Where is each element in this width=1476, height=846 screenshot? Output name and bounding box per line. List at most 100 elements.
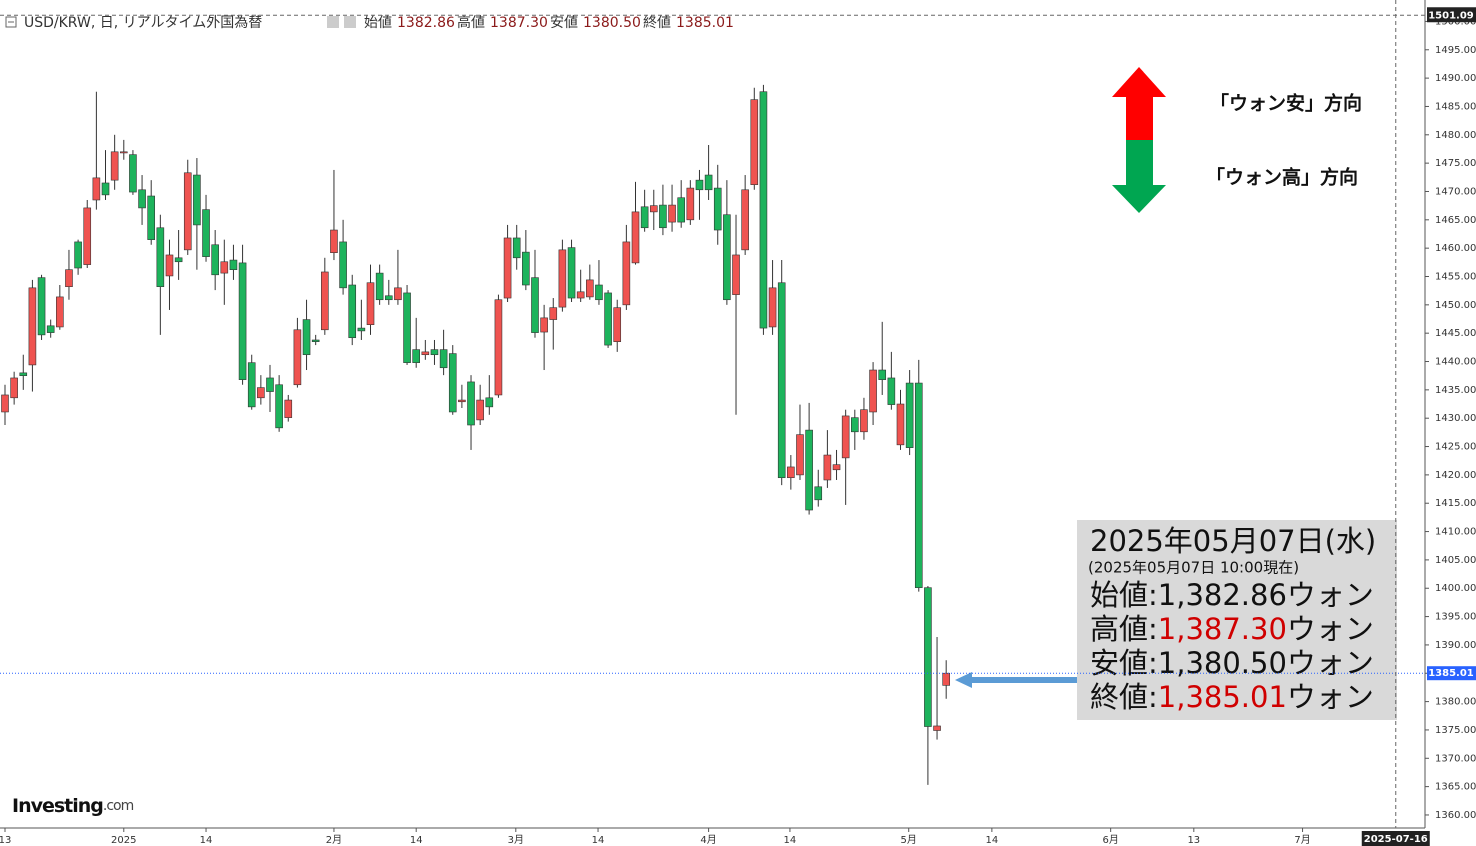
info-unit: ウォン xyxy=(1287,612,1374,646)
ohlc-value: 1382.86 xyxy=(397,15,455,31)
crosshair-y-bg xyxy=(1427,7,1476,23)
candle-body xyxy=(37,277,46,336)
info-unit: ウォン xyxy=(1287,646,1374,680)
ohlc-header: 始値 1382.86 高値 1387.30 安値 1380.50 終値 1385.01 xyxy=(364,14,734,31)
ohlc-label: 高値 xyxy=(457,14,485,31)
candle-body xyxy=(933,725,941,731)
candle-body xyxy=(613,307,622,342)
plot-area xyxy=(1,84,950,785)
candle-body xyxy=(257,387,265,399)
candle-body xyxy=(247,362,256,408)
y-tick-label: 1425.00 xyxy=(1435,442,1476,453)
candle-body xyxy=(604,292,612,346)
down-arrow-label: 「ウォン高」方向 xyxy=(1206,166,1358,189)
candle-body xyxy=(193,174,201,226)
price-label-bg xyxy=(1427,666,1476,681)
candle-body xyxy=(220,261,229,274)
candle-body xyxy=(476,399,484,421)
logo: Investing.com xyxy=(12,795,134,817)
candle-body xyxy=(238,262,247,380)
y-tick-label: 1475.00 xyxy=(1435,158,1476,169)
candle-body xyxy=(229,259,238,270)
x-tick-label: 14 xyxy=(784,835,797,846)
candle-body xyxy=(549,307,558,320)
y-tick-label: 1410.00 xyxy=(1435,527,1476,538)
symbol-title: USD/KRW, 日, リアルタイム外国為替 xyxy=(24,15,262,31)
candle-body xyxy=(695,179,704,191)
candle-body xyxy=(796,434,804,476)
candle-body xyxy=(649,205,658,213)
y-tick-label: 1445.00 xyxy=(1435,328,1476,339)
candle-body xyxy=(19,372,28,376)
info-value: 1,387.30 xyxy=(1158,612,1287,646)
candle-body xyxy=(503,237,512,299)
candle-body xyxy=(430,349,439,356)
candle-body xyxy=(275,384,283,429)
candle-body xyxy=(183,172,192,251)
info-line: 終値:1,385.01ウォン xyxy=(1090,680,1374,714)
x-tick-label: 7月 xyxy=(1294,834,1310,846)
candle-body xyxy=(576,291,585,299)
candle-body xyxy=(110,151,119,181)
candle-body xyxy=(522,251,530,286)
candle-body xyxy=(439,349,448,369)
candle-body xyxy=(421,351,430,356)
candle-body xyxy=(805,429,813,511)
candle-body xyxy=(266,377,274,392)
settings-icon[interactable] xyxy=(327,16,339,28)
candle-body xyxy=(202,209,210,257)
candle-body xyxy=(28,287,37,366)
down-arrow xyxy=(1112,140,1166,213)
y-tick-label: 1470.00 xyxy=(1435,186,1476,197)
candle-body xyxy=(284,399,293,418)
candle-body xyxy=(887,377,896,405)
candle-body xyxy=(686,187,695,221)
y-tick-label: 1395.00 xyxy=(1435,612,1476,623)
candle-body xyxy=(403,292,411,363)
candle-body xyxy=(101,182,110,196)
candle-body xyxy=(759,91,768,329)
candle-body xyxy=(92,177,101,201)
candle-body xyxy=(56,296,64,328)
info-value: 1,385.01 xyxy=(1158,680,1287,714)
close-icon[interactable] xyxy=(344,16,356,28)
candle-body xyxy=(668,204,676,223)
x-tick-label: 2025 xyxy=(111,835,136,846)
ohlc-label: 終値 xyxy=(643,15,671,31)
y-tick-label: 1370.00 xyxy=(1435,753,1476,764)
info-label: 高値: xyxy=(1090,612,1158,646)
info-label: 終値: xyxy=(1090,680,1158,714)
candle-body xyxy=(677,197,685,223)
y-tick-label: 1405.00 xyxy=(1435,555,1476,566)
info-line: 安値:1,380.50ウォン xyxy=(1090,646,1374,680)
y-tick-label: 1490.00 xyxy=(1435,73,1476,84)
crosshair-x-label: 2025-07-16 xyxy=(1364,834,1428,845)
pointer-arrow xyxy=(955,672,1077,688)
candle-body xyxy=(531,277,539,333)
x-tick-label: 14 xyxy=(986,835,999,846)
info-line: 高値:1,387.30ウォン xyxy=(1090,612,1374,646)
x-tick-label: 14 xyxy=(410,835,423,846)
candle-body xyxy=(412,349,420,363)
candle-body xyxy=(375,272,384,301)
candle-body xyxy=(777,282,786,479)
candle-body xyxy=(723,214,731,301)
candle-body xyxy=(704,174,713,191)
candle-body xyxy=(302,319,311,356)
candle-body xyxy=(330,229,338,253)
info-line: 始値:1,382.86ウォン xyxy=(1090,578,1374,612)
candle-body xyxy=(1,394,9,413)
y-tick-label: 1455.00 xyxy=(1435,271,1476,282)
candle-body xyxy=(156,227,165,288)
candle-body xyxy=(659,204,667,229)
y-tick-label: 1380.00 xyxy=(1435,697,1476,708)
x-tick-label: 6月 xyxy=(1102,834,1118,846)
candle-body xyxy=(65,269,73,288)
y-tick-label: 1440.00 xyxy=(1435,357,1476,368)
info-label: 安値: xyxy=(1090,646,1158,680)
y-tick-label: 1420.00 xyxy=(1435,470,1476,481)
up-arrow-label: 「ウォン安」方向 xyxy=(1210,92,1362,115)
collapse-icon[interactable] xyxy=(5,16,17,28)
y-tick-label: 1465.00 xyxy=(1435,215,1476,226)
